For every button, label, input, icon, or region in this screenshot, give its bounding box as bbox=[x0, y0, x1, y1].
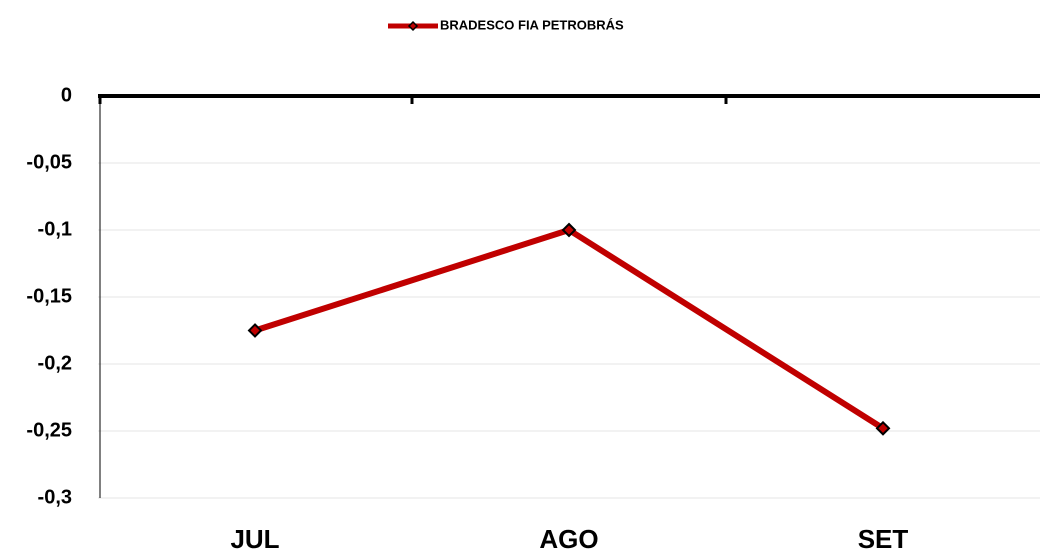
y-tick-label: 0 bbox=[61, 84, 72, 106]
y-tick-label: -0,15 bbox=[26, 285, 72, 307]
legend-label: BRADESCO FIA PETROBRÁS bbox=[440, 17, 624, 32]
marker bbox=[561, 222, 577, 238]
legend-marker bbox=[407, 20, 419, 32]
y-tick-label: -0,2 bbox=[38, 352, 72, 374]
series-line bbox=[254, 227, 885, 431]
y-tick-label: -0,1 bbox=[38, 218, 72, 240]
x-tick-label: SET bbox=[858, 524, 909, 554]
x-tick-label: JUL bbox=[230, 524, 279, 554]
marker bbox=[247, 323, 263, 338]
marker bbox=[875, 420, 891, 436]
x-tick-label: AGO bbox=[539, 524, 598, 554]
y-tick-label: -0,25 bbox=[26, 419, 72, 441]
y-tick-label: -0,05 bbox=[26, 151, 72, 173]
y-tick-label: -0,3 bbox=[38, 486, 72, 508]
